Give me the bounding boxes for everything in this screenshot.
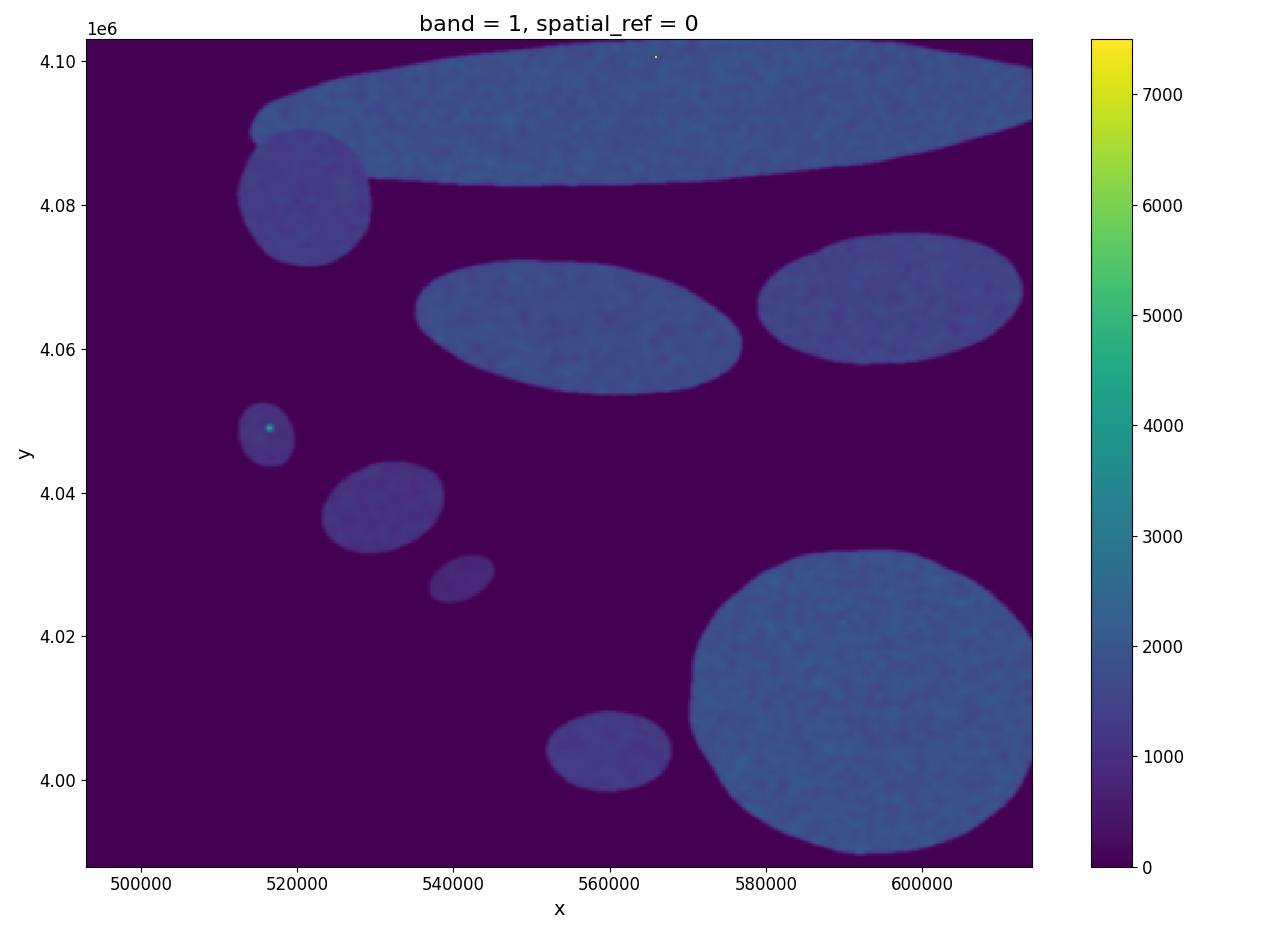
Y-axis label: y: y: [15, 447, 35, 459]
Title: band = 1, spatial_ref = 0: band = 1, spatial_ref = 0: [420, 15, 699, 36]
X-axis label: x: x: [553, 900, 565, 919]
